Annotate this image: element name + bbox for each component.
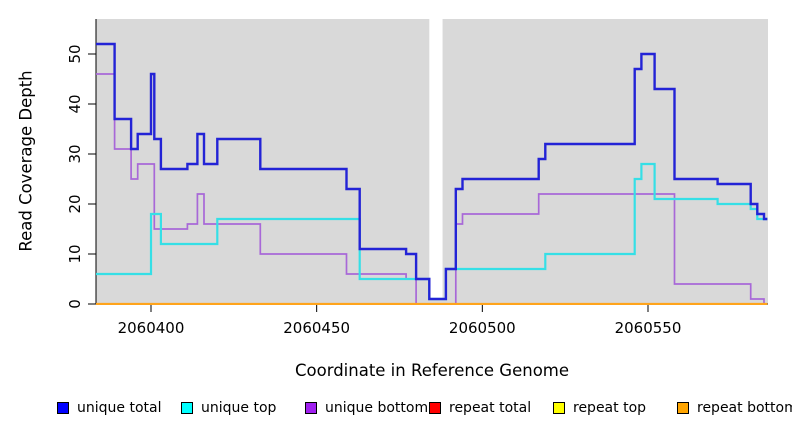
y-tick-label: 50 [66,44,84,63]
x-tick-label: 2060550 [615,319,682,337]
x-axis-title: Coordinate in Reference Genome [294,361,570,380]
alignment-gap-band [429,19,443,298]
series-unique-bottom [96,73,768,305]
y-tick-label: 40 [66,94,84,113]
y-tick-label: 20 [66,194,84,213]
x-tick-label: 2060450 [283,319,350,337]
y-tick-label: 30 [66,144,84,163]
x-tick-label: 2060400 [118,319,185,337]
y-axis-title-text: Read Coverage Depth [16,70,36,252]
y-tick-label: 10 [66,244,84,263]
series-unique-top [96,162,768,301]
x-tick-label: 2060500 [449,319,516,337]
y-tick-label: 0 [66,299,84,309]
series-unique-total [96,42,768,301]
